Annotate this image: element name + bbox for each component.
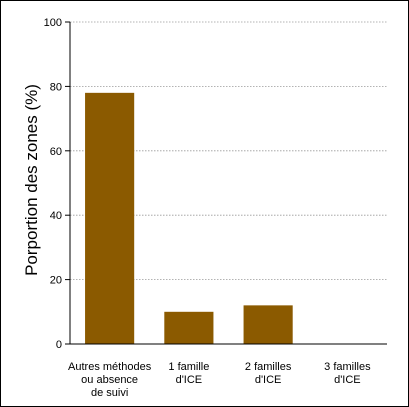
gridlines: [70, 21, 387, 281]
y-tick-label: 60: [50, 146, 62, 158]
axes: [69, 22, 387, 345]
x-category-label: 1 famille d'ICE: [168, 361, 209, 386]
x-category-label: Autres méthodes ou absence de suivi: [68, 361, 152, 399]
bar-0: [85, 92, 135, 344]
bar-1: [164, 311, 214, 344]
bars: [85, 92, 293, 344]
bar-2: [243, 305, 293, 344]
x-category-label: 3 familles d'ICE: [324, 361, 371, 386]
x-category-label: 2 familles d'ICE: [245, 361, 292, 386]
y-tick-label: 80: [50, 81, 62, 93]
y-tick-label: 100: [44, 17, 62, 29]
y-tick-label: 20: [50, 275, 62, 287]
y-ticks: 0 20 40 60 80 100: [44, 17, 70, 351]
y-axis-title: Porportion des zones (%): [22, 84, 41, 276]
x-category-labels: Autres méthodes ou absence de suivi 1 famil…: [68, 361, 371, 399]
y-tick-label: 40: [50, 210, 62, 222]
y-tick-label: 0: [56, 339, 62, 351]
